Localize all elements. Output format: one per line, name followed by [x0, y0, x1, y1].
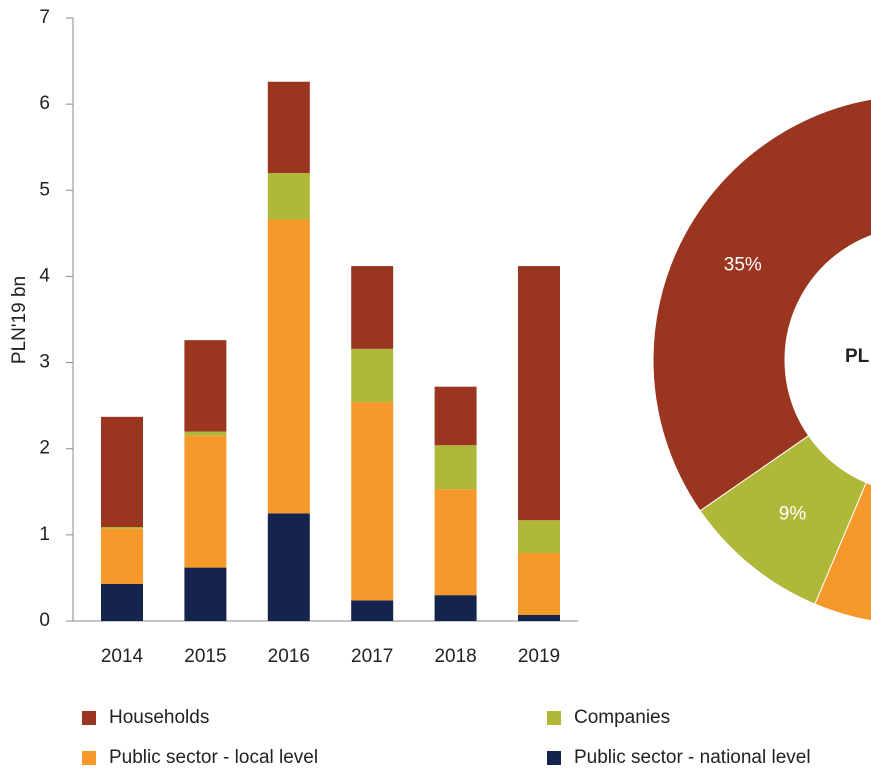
legend-swatch [547, 711, 561, 725]
bar-segment [434, 386, 477, 446]
bar-segment [267, 173, 310, 220]
bar-segment [184, 431, 227, 436]
y-tick-label: 3 [39, 352, 50, 373]
bar-segment [434, 595, 477, 621]
y-tick-label: 7 [39, 7, 50, 28]
bar-segment [351, 600, 394, 621]
slice-label: 35% [724, 255, 762, 276]
legend-swatch [82, 711, 96, 725]
donut-slice [652, 98, 871, 512]
x-tick-label: 2016 [268, 646, 310, 667]
donut-slice [814, 481, 871, 622]
slice-label: 9% [779, 503, 807, 524]
bar-segment [267, 219, 310, 514]
x-tick-label: 2017 [351, 646, 393, 667]
bar-segment [184, 567, 227, 621]
x-tick-label: 2015 [184, 646, 226, 667]
legend-label: Public sector - local level [109, 747, 318, 768]
bar-segment [267, 81, 310, 174]
bar-segment [267, 513, 310, 621]
bar-segment [518, 552, 560, 615]
donut-center-text: PL [845, 346, 870, 367]
bar-segment [101, 527, 143, 529]
bar-segment [518, 266, 560, 521]
legend-label: Companies [574, 707, 670, 728]
legend-label: Public sector - national level [574, 747, 811, 768]
x-tick-label: 2019 [518, 646, 560, 667]
y-tick-label: 5 [39, 179, 50, 200]
bar-segment [184, 435, 227, 568]
bar-segment [101, 583, 143, 621]
bar-segment [351, 348, 394, 403]
bar-segment [184, 340, 227, 432]
bar-segment [101, 528, 143, 584]
y-tick-label: 2 [39, 438, 50, 459]
bar-segment [351, 402, 394, 601]
bar-segment [351, 266, 394, 349]
x-tick-label: 2014 [101, 646, 144, 667]
y-tick-label: 0 [39, 610, 50, 631]
legend-swatch [82, 751, 96, 765]
y-axis-label: PLN'19 bn [9, 276, 30, 364]
legend-label: Households [109, 707, 209, 728]
bar-segment [518, 614, 560, 621]
bar-segment [434, 445, 477, 490]
x-tick-label: 2018 [434, 646, 476, 667]
y-tick-label: 6 [39, 93, 50, 114]
y-tick-label: 4 [39, 265, 50, 286]
bar-segment [518, 520, 560, 553]
legend-swatch [547, 751, 561, 765]
bar-segment [101, 416, 143, 528]
donut-slice [699, 435, 867, 605]
bar-segment [434, 489, 477, 596]
y-tick-label: 1 [39, 524, 50, 545]
